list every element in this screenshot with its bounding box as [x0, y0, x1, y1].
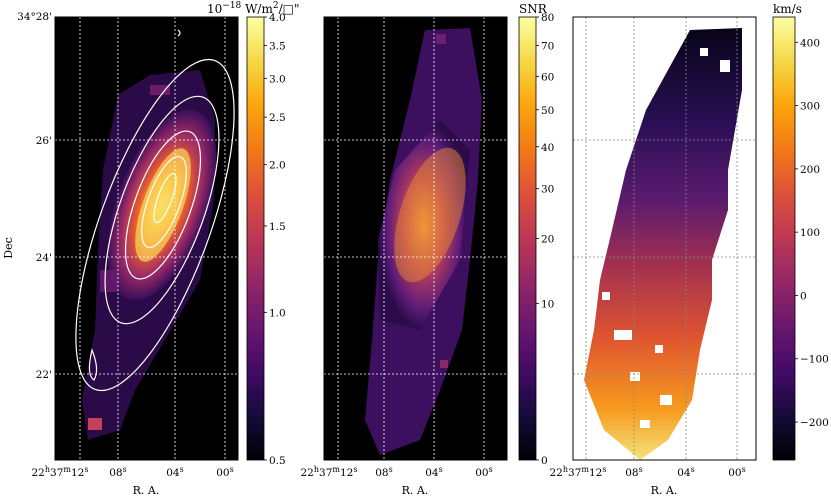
colorbar-tick-label: 300 [800, 101, 820, 113]
colorbar-tick-label: −200 [800, 417, 829, 429]
colorbar-tick-label: 0.5 [269, 455, 286, 467]
snr-colorbar-title: SNR [519, 2, 548, 16]
colorbar-tick-label: 2.0 [269, 160, 286, 172]
ra-tick-label: 08s [625, 465, 642, 479]
dec-tick-22: 22' [36, 369, 52, 381]
velocity-map-panel [572, 16, 757, 461]
flux-colorbar-ticks: 4.0 3.5 3.0 2.5 2.0 1.5 1.0 0.5 [264, 12, 286, 467]
velocity-colorbar: 400 300 200 100 0 −100 −200 [772, 16, 829, 461]
ra-tick-label: 00s [216, 465, 233, 479]
ra-tick-label: 08s [109, 465, 126, 479]
colorbar-tick-label: 40 [541, 142, 554, 154]
ra-tick-first: 22h37m12s [301, 465, 358, 479]
velocity-colorbar-ticks: 400 300 200 100 0 −100 −200 [795, 37, 829, 429]
colorbar-tick-label: 20 [541, 234, 554, 246]
colorbar-tick-label: 0 [800, 290, 807, 302]
colorbar-tick-label: 2.5 [269, 112, 286, 124]
ra-tick-first: 22h37m12s [550, 465, 607, 479]
dec-tick-24: 24' [36, 252, 52, 264]
ra-tick-label: 04s [677, 465, 694, 479]
colorbar-tick-label: 10 [541, 298, 554, 310]
colorbar-tick-label: 60 [541, 71, 554, 83]
square-arcsec-glyph: □ [283, 2, 294, 16]
flux-map-frame [54, 16, 239, 461]
dec-tick-26: 26' [36, 135, 52, 147]
velocity-map-frame [572, 16, 757, 461]
snr-map-image [365, 28, 482, 455]
snr-colorbar: 80 70 60 50 40 30 20 10 0 [518, 12, 554, 467]
colorbar-tick-label: 400 [800, 37, 820, 49]
ra-tick-label: 04s [166, 465, 183, 479]
flux-map-panel [54, 16, 239, 461]
ra-axis-label-1: R. A. [133, 484, 160, 497]
snr-grid [324, 17, 507, 460]
colorbar-tick-label: 0 [541, 455, 548, 467]
velocity-colorbar-gradient [772, 16, 796, 461]
colorbar-tick-label: 30 [541, 184, 554, 196]
ra-tick-label: 08s [375, 465, 392, 479]
flux-grid [55, 17, 238, 460]
flux-colorbar-title: 10−18 W/m2/□" [207, 1, 300, 16]
colorbar-tick-label: 3.0 [269, 73, 286, 85]
snr-map-panel [323, 16, 508, 461]
ra-tick-label: 00s [475, 465, 492, 479]
ra-tick-label: 04s [425, 465, 442, 479]
colorbar-tick-label: 3.5 [269, 40, 286, 52]
snr-map-frame [323, 16, 508, 461]
flux-colorbar-gradient [246, 16, 265, 461]
colorbar-tick-label: 4.0 [269, 12, 286, 24]
flux-contours [75, 29, 235, 392]
colorbar-tick-label: 100 [800, 227, 820, 239]
colorbar-tick-label: 1.5 [269, 221, 286, 233]
ra-axis-label-2: R. A. [402, 484, 429, 497]
velocity-map-image [584, 28, 742, 460]
snr-colorbar-ticks: 80 70 60 50 40 30 20 10 0 [536, 12, 554, 467]
colorbar-tick-label: −100 [800, 354, 829, 366]
ra-tick-label: 00s [728, 465, 745, 479]
colorbar-tick-label: 50 [541, 105, 554, 117]
ra-tick-first: 22h37m12s [32, 465, 89, 479]
velocity-colorbar-title: km/s [773, 2, 802, 16]
colorbar-tick-label: 70 [541, 41, 554, 53]
ra-tick-labels: 22h37m12s 08s 04s 00s 22h37m12s 08s 04s 00s 22h3… [32, 465, 746, 479]
dec-axis-label: Dec [2, 237, 15, 259]
flux-colorbar: 4.0 3.5 3.0 2.5 2.0 1.5 1.0 0.5 [246, 12, 286, 467]
velocity-grid [573, 17, 756, 460]
colorbar-tick-label: 200 [800, 164, 820, 176]
colorbar-tick-label: 80 [541, 12, 554, 24]
colorbar-tick-label: 1.0 [269, 307, 286, 319]
dec-tick-top: 34°28' [17, 11, 52, 23]
snr-colorbar-gradient [518, 16, 537, 461]
ra-axis-label-3: R. A. [651, 484, 678, 497]
